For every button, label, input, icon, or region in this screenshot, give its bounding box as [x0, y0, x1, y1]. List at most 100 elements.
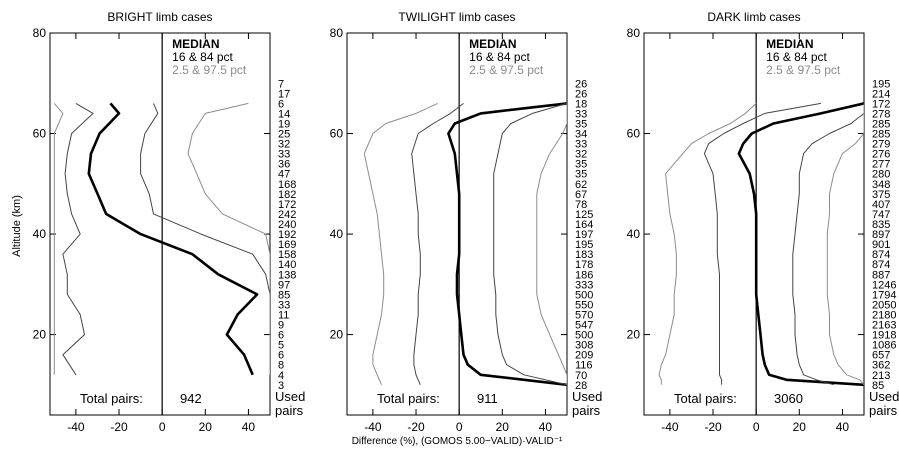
used-pairs-count: 747 [872, 209, 890, 221]
legend-16-84: 16 & 84 pct [469, 50, 530, 64]
used-pairs-count: 197 [575, 229, 593, 241]
y-tick-label: 80 [33, 26, 47, 40]
used-pairs-count: 186 [575, 269, 593, 281]
used-pairs-count: 308 [575, 340, 593, 352]
used-pairs-count: 500 [575, 330, 593, 342]
series-pct-2.5-97.5 [363, 102, 438, 385]
used-pairs-count: 375 [872, 189, 890, 201]
y-axis-label: Altitude (km) [11, 195, 23, 257]
y-tick-label: 80 [627, 26, 641, 40]
used-pairs-count: 33 [278, 149, 290, 161]
used-pairs-count: 33 [278, 299, 290, 311]
used-pairs-count: 1794 [872, 289, 896, 301]
used-pairs-label: pairs [869, 403, 898, 418]
total-pairs-value: 942 [180, 391, 202, 406]
series-pct-16-84 [792, 103, 864, 386]
used-pairs-count: 140 [278, 259, 296, 271]
used-pairs-count: 6 [278, 330, 284, 342]
used-pairs-count: 67 [575, 189, 587, 201]
used-pairs-count: 550 [575, 299, 593, 311]
series-pct-2.5-97.5 [536, 103, 567, 385]
x-tick-label: 40 [539, 420, 553, 434]
used-pairs-count: 14 [278, 108, 290, 120]
used-pairs-count: 5 [278, 340, 284, 352]
legend-2.5-97.5: 2.5 & 97.5 pct [172, 63, 247, 77]
panel-2: TWILIGHT limb cases -40 -20 0 20 40 20 40 60 80 ME… [330, 10, 603, 434]
x-tick-label: 20 [199, 420, 213, 434]
used-pairs-count: 4 [278, 370, 284, 382]
legend-16-84: 16 & 84 pct [766, 50, 827, 64]
y-tick-label: 60 [330, 127, 344, 141]
used-pairs-count: 169 [278, 239, 296, 251]
used-pairs-count: 28 [575, 380, 587, 392]
used-pairs-count: 17 [278, 88, 290, 100]
total-pairs-value: 3060 [774, 391, 803, 406]
used-pairs-count: 19 [278, 118, 290, 130]
x-tick-label: -20 [110, 420, 128, 434]
used-pairs-count: 97 [278, 279, 290, 291]
used-pairs-count: 178 [575, 259, 593, 271]
total-pairs-value: 911 [477, 391, 498, 406]
legend-2.5-97.5: 2.5 & 97.5 pct [766, 63, 841, 77]
used-pairs-count: 407 [872, 199, 890, 211]
series-pct-16-84 [62, 102, 94, 376]
used-pairs-count: 8 [278, 360, 284, 372]
used-pairs-label: Used [275, 389, 305, 404]
used-pairs-count: 183 [575, 249, 593, 261]
panel-3: DARK limb cases -40 -20 0 20 40 20 40 60 80 MEDIAN… [627, 10, 899, 434]
used-pairs-count: 85 [278, 289, 290, 301]
used-pairs-label: pairs [572, 403, 601, 418]
used-pairs-count: 116 [575, 360, 593, 372]
plot-frame [346, 32, 568, 416]
used-pairs-count: 6 [278, 350, 284, 362]
used-pairs-count: 195 [872, 78, 890, 90]
panel-title: DARK limb cases [707, 10, 800, 24]
used-pairs-label: Used [869, 389, 899, 404]
x-axis-label: Difference (%), (GOMOS 5.00−VALID)·VALID… [352, 436, 563, 447]
used-pairs-count: 901 [872, 239, 890, 251]
used-pairs-count: 36 [278, 159, 290, 171]
legend-median: MEDIAN [469, 37, 516, 51]
used-pairs-count: 11 [278, 309, 289, 321]
legend-16-84: 16 & 84 pct [172, 50, 233, 64]
used-pairs-count: 172 [278, 199, 296, 211]
x-tick-label: 40 [836, 420, 850, 434]
used-pairs-count: 18 [575, 98, 587, 110]
used-pairs-count: 33 [575, 139, 587, 151]
used-pairs-count: 333 [575, 279, 593, 291]
x-tick-label: -40 [67, 420, 85, 434]
used-pairs-count: 278 [872, 108, 890, 120]
used-pairs-label: pairs [275, 403, 304, 418]
total-pairs-label: Total pairs: [80, 391, 143, 406]
used-pairs-count: 570 [575, 309, 593, 321]
panel-title: BRIGHT limb cases [107, 10, 212, 24]
series-pct-16-84 [411, 103, 464, 385]
used-pairs-count: 213 [872, 370, 890, 382]
series-pct-2.5-97.5 [53, 103, 64, 375]
used-pairs-count: 348 [872, 179, 890, 191]
used-pairs-count: 1086 [872, 340, 896, 352]
used-pairs-count: 2180 [872, 309, 896, 321]
series-median [87, 102, 259, 376]
series-pct-16-84 [703, 102, 821, 385]
y-tick-label: 40 [330, 227, 344, 241]
used-pairs-count: 182 [278, 189, 296, 201]
y-tick-label: 40 [33, 227, 47, 241]
x-tick-label: -40 [364, 420, 382, 434]
series-pct-2.5-97.5 [187, 102, 270, 375]
used-pairs-count: 500 [575, 289, 593, 301]
y-tick-label: 20 [627, 328, 641, 342]
x-tick-label: 20 [793, 420, 807, 434]
used-pairs-count: 47 [278, 169, 290, 181]
used-pairs-count: 279 [872, 139, 890, 151]
used-pairs-count: 25 [278, 129, 290, 141]
used-pairs-count: 62 [575, 179, 587, 191]
used-pairs-count: 874 [872, 259, 890, 271]
used-pairs-count: 3 [278, 380, 284, 392]
x-tick-label: 0 [159, 420, 166, 434]
used-pairs-count: 6 [278, 98, 284, 110]
series-pct-16-84 [493, 102, 567, 386]
plot-frame [643, 32, 865, 416]
used-pairs-count: 26 [575, 88, 587, 100]
